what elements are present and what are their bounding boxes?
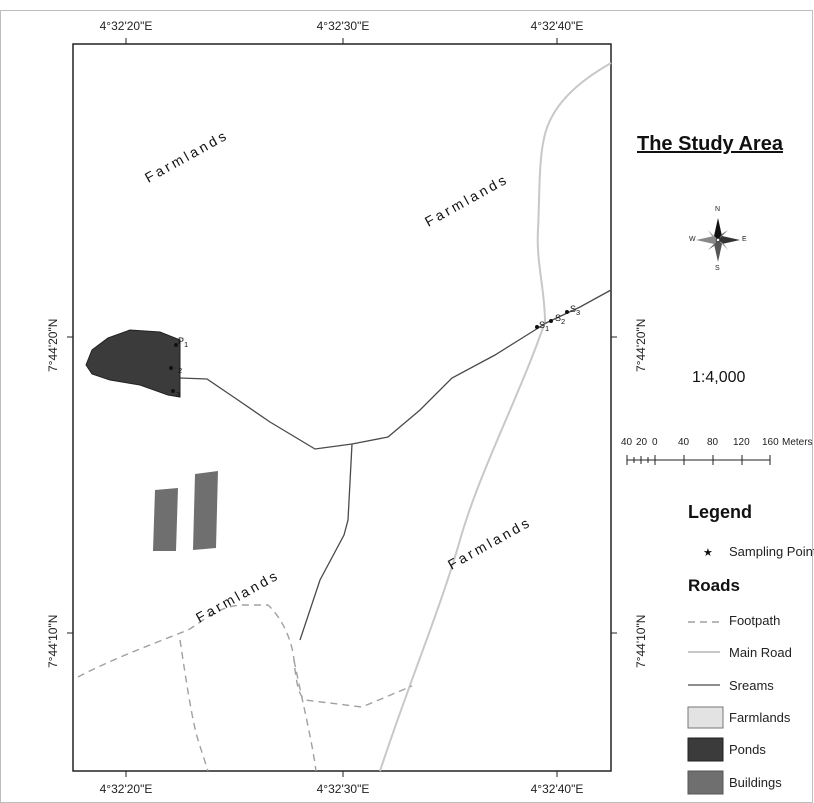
scalebar-tick-6: 120 [733, 437, 750, 448]
pond-swatch [687, 737, 724, 762]
main-road [379, 62, 612, 772]
legend-farmlands: Farmlands [729, 710, 791, 725]
scalebar-tick-3: 0 [652, 437, 658, 448]
sampling-point-p2 [169, 366, 173, 370]
sampling-label-s3: S3 [570, 304, 581, 317]
sampling-label-p3: 3 [176, 389, 181, 399]
coordinate-ticks [67, 38, 617, 777]
sampling-label-p1: P1 [178, 336, 189, 349]
compass-e-label: E [742, 236, 747, 243]
bottom-coord-1: 4°32'20"E [99, 782, 153, 796]
top-coord-1: 4°32'20"E [99, 19, 153, 33]
left-coord-1: 7°44'20"N [46, 318, 60, 372]
legend-ponds: Ponds [729, 742, 766, 757]
compass-s-label: S [715, 265, 720, 272]
footpaths [77, 604, 413, 772]
sampling-points [169, 310, 569, 393]
compass-w-label: W [689, 236, 696, 243]
sampling-point-s3 [565, 310, 569, 314]
legend-sampling-point: Sampling Point [729, 544, 814, 559]
scalebar-tick-2: 20 [636, 437, 648, 448]
north-arrow-icon [696, 218, 740, 262]
bottom-coord-3: 4°32'40"E [530, 782, 584, 796]
scalebar-tick-1: 40 [621, 437, 633, 448]
scale-bar [626, 455, 771, 465]
scalebar-unit: Meters [782, 437, 813, 448]
sampling-label-s2: S2 [555, 313, 566, 326]
building-swatch [687, 770, 724, 795]
building-1 [153, 488, 178, 551]
building-2 [193, 471, 218, 550]
legend-footpath: Footpath [729, 613, 781, 628]
sampling-label-s1: S1 [539, 320, 550, 333]
star-icon: ★ [703, 547, 713, 559]
legend-title: Legend [688, 502, 753, 522]
streams [179, 289, 612, 641]
legend-buildings: Buildings [729, 775, 782, 790]
legend-roads-title: Roads [688, 576, 740, 595]
sampling-label-p2: 2 [178, 365, 183, 375]
scalebar-tick-5: 80 [707, 437, 719, 448]
left-coord-2: 7°44'10"N [46, 614, 60, 668]
bottom-coord-2: 4°32'30"E [316, 782, 370, 796]
legend-symbols: ★ [687, 547, 724, 795]
right-coord-1: 7°44'20"N [634, 318, 648, 372]
scalebar-tick-4: 40 [678, 437, 690, 448]
farmland-swatch [687, 706, 724, 729]
legend-main-road: Main Road [729, 645, 792, 660]
right-coord-2: 7°44'10"N [634, 614, 648, 668]
sampling-point-p3 [171, 389, 175, 393]
map-frame [72, 43, 612, 772]
compass-n-label: N [715, 206, 721, 213]
sampling-point-s2 [549, 319, 553, 323]
sampling-point-s1 [535, 325, 539, 329]
sampling-point-p1 [174, 343, 178, 347]
pond [85, 329, 181, 398]
top-coord-3: 4°32'40"E [530, 19, 584, 33]
map-title: The Study Area [637, 133, 783, 155]
main-road-path [379, 62, 612, 772]
top-coord-2: 4°32'30"E [316, 19, 370, 33]
legend-streams: Sreams [729, 678, 774, 693]
map-scale: 1:4,000 [692, 369, 746, 386]
scalebar-tick-7: 160 [762, 437, 779, 448]
